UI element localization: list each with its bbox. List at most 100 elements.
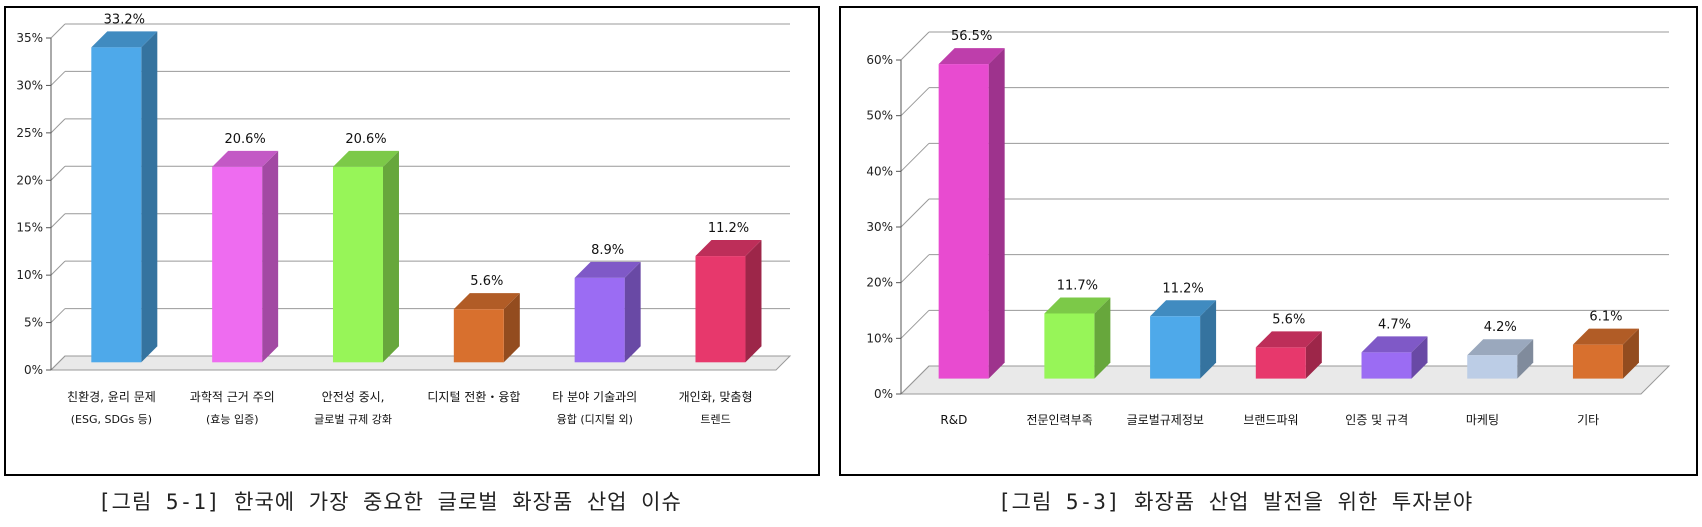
bar	[1572, 328, 1639, 379]
bar	[1361, 336, 1428, 379]
x-tick-label: R&D	[940, 413, 967, 427]
bar-front	[1572, 344, 1623, 379]
bar-top	[695, 240, 762, 257]
bar	[1255, 331, 1322, 379]
bar-top	[1150, 300, 1217, 317]
y-tick-label: 15%	[16, 221, 43, 235]
bar-side	[1622, 328, 1639, 379]
bar-side	[141, 31, 158, 363]
bar-side	[262, 150, 279, 363]
bar-top	[574, 261, 641, 278]
y-tick-label: 10%	[866, 331, 893, 345]
y-tick-label: 35%	[16, 31, 43, 45]
bar-top	[1467, 339, 1534, 356]
data-label: 5.6%	[1272, 312, 1305, 327]
data-label: 11.2%	[1162, 281, 1203, 296]
x-tick-label: 타 분야 기술과의	[552, 390, 637, 404]
x-tick-label: 친환경, 윤리 문제	[67, 390, 156, 404]
y-tick-label: 0%	[24, 363, 43, 377]
chart-2-caption: [그림 5-3] 화장품 산업 발전을 위한 투자분야	[998, 490, 1474, 514]
gridline-depth	[50, 260, 66, 276]
chart-1-caption: [그림 5-1] 한국에 가장 중요한 글로벌 화장품 산업 이슈	[98, 490, 682, 514]
data-label: 4.2%	[1484, 320, 1517, 335]
bar	[332, 150, 399, 363]
y-tick-label: 30%	[866, 220, 893, 234]
bar-top	[1361, 336, 1428, 353]
x-tick-label: 과학적 근거 주의	[190, 390, 275, 404]
bar-side	[1411, 336, 1428, 379]
y-tick-label: 20%	[866, 276, 893, 290]
bar-front	[91, 47, 142, 363]
bar-side	[1517, 339, 1534, 379]
y-tick-label: 30%	[16, 78, 43, 92]
y-tick-label: 10%	[16, 268, 43, 282]
bar-side	[745, 240, 762, 363]
bar-front	[695, 256, 746, 363]
bar-front	[574, 277, 625, 363]
data-label: 33.2%	[104, 12, 145, 27]
x-tick-label: 기타	[1577, 413, 1599, 427]
data-label: 4.7%	[1378, 317, 1411, 332]
data-label: 11.7%	[1057, 278, 1098, 293]
bar	[453, 293, 520, 363]
bar-side	[624, 261, 641, 363]
data-label: 20.6%	[345, 132, 386, 147]
chart-2-svg: 0% 10% 20% 30% 40% 50% 60% 56.5% R&D 11.7% 전문인력부족 1…	[866, 29, 1671, 427]
gridline-depth	[900, 87, 930, 117]
x-tick-label: 융합 (디지털 외)	[557, 413, 633, 426]
bar-front	[1150, 316, 1201, 379]
y-tick-label: 20%	[16, 173, 43, 187]
bar	[212, 150, 279, 363]
bar-front	[1044, 313, 1095, 379]
x-tick-label: 글로벌규제정보	[1127, 413, 1204, 427]
chart-panel-1: 0% 5% 10% 15% 20% 25% 30% 35% 33.2% 친환경, 윤리 문제 (ES…	[4, 6, 820, 476]
bar	[574, 261, 641, 363]
y-tick-label: 50%	[866, 109, 893, 123]
gridline-depth	[50, 71, 66, 86]
gridline-depth	[900, 142, 930, 172]
gridline-depth	[900, 365, 930, 395]
y-tick-label: 60%	[866, 53, 893, 67]
bar-top	[212, 150, 279, 167]
data-label: 56.5%	[951, 29, 992, 44]
chart-1-svg: 0% 5% 10% 15% 20% 25% 30% 35% 33.2% 친환경, 윤리 문제 (ES…	[16, 12, 792, 426]
x-tick-label: 글로벌 규제 강화	[314, 413, 392, 426]
bar-top	[91, 31, 158, 48]
bar-front	[453, 309, 504, 363]
bar-side	[1200, 300, 1217, 379]
x-tick-label: (ESG, SDGs 등)	[71, 413, 152, 426]
bar	[1150, 300, 1217, 379]
bar-side	[1094, 297, 1111, 379]
gridline-depth	[50, 213, 66, 229]
chart-panel-2: 0% 10% 20% 30% 40% 50% 60% 56.5% R&D 11.7% 전문인력부족 1…	[839, 6, 1698, 476]
bar	[91, 31, 158, 363]
x-tick-label: 트렌드	[700, 413, 730, 426]
x-tick-label: 안전성 중시,	[322, 390, 385, 404]
bar-front	[938, 64, 989, 379]
bar-top	[1255, 331, 1322, 348]
bar-top	[332, 150, 399, 167]
bar	[1044, 297, 1111, 379]
bar-front	[1255, 347, 1306, 379]
y-tick-label: 5%	[24, 316, 43, 330]
bar-side	[382, 150, 399, 363]
bar-top	[1044, 297, 1111, 314]
x-tick-label: 마케팅	[1466, 413, 1499, 427]
bar-front	[1467, 355, 1518, 379]
bar-front	[212, 166, 263, 363]
bar-top	[453, 293, 520, 310]
bar-side	[988, 48, 1005, 379]
gridline-depth	[50, 308, 66, 323]
bar	[695, 240, 762, 363]
gridline-depth	[900, 31, 930, 61]
gridline-depth	[900, 198, 930, 228]
data-label: 20.6%	[224, 132, 265, 147]
bar-top	[938, 48, 1005, 65]
chart-floor	[49, 355, 792, 371]
bar-front	[332, 166, 383, 363]
gridline-depth	[900, 254, 930, 284]
bar-side	[1305, 331, 1322, 379]
gridline-depth	[50, 355, 66, 371]
x-tick-label: 인증 및 규격	[1345, 413, 1408, 427]
data-label: 6.1%	[1589, 310, 1622, 325]
